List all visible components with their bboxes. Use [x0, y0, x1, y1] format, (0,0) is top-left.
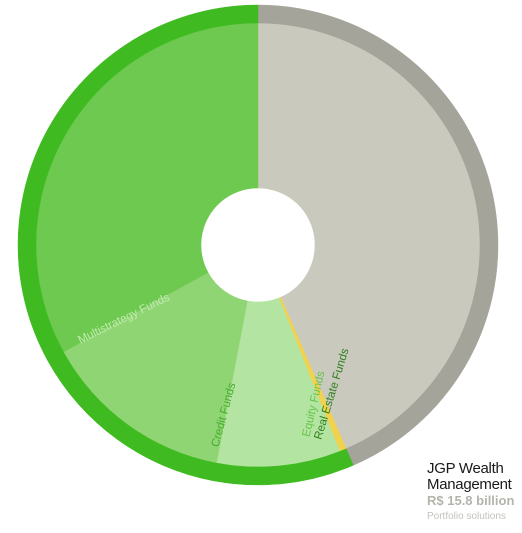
segment-ring	[17, 4, 259, 361]
info-block: JGP Wealth Management R$ 15.8 billion Po…	[427, 461, 522, 525]
chart-subtitle: R$ 15.8 billion	[427, 493, 515, 508]
chart-title: JGP Wealth Management	[427, 460, 512, 493]
chart-caption: Portfolio solutions	[427, 511, 506, 522]
